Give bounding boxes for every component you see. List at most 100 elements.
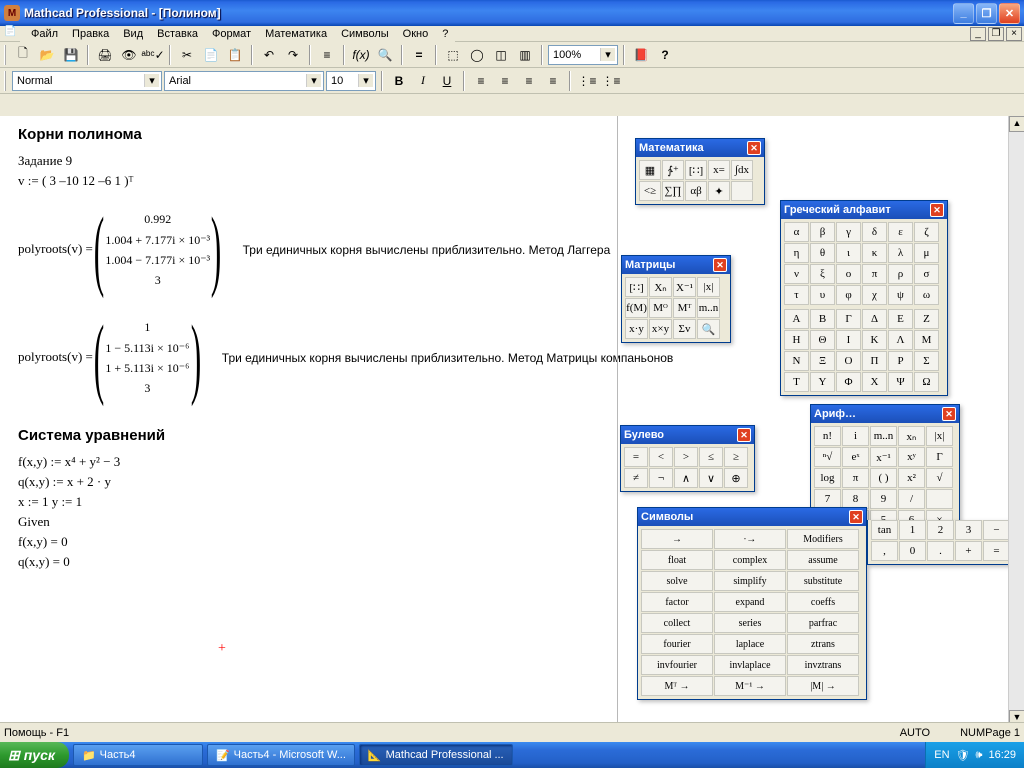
palette-button[interactable]: Θ <box>810 330 835 350</box>
cut-icon[interactable]: ✂ <box>176 44 198 66</box>
palette-button[interactable]: ∧ <box>674 468 698 488</box>
open-icon[interactable]: 📂 <box>36 44 58 66</box>
palette-button[interactable]: 1 <box>899 520 926 540</box>
palette-button[interactable]: 🔍 <box>697 319 720 339</box>
palette-button[interactable]: τ <box>784 285 809 305</box>
window-minimize-button[interactable]: _ <box>953 3 974 24</box>
palette-button[interactable]: Mᵀ → <box>641 676 713 696</box>
palette-button[interactable]: eˣ <box>842 447 869 467</box>
palette-button[interactable]: |M| → <box>787 676 859 696</box>
chevron-down-icon[interactable]: ▾ <box>600 48 615 61</box>
palette-button[interactable]: ρ <box>888 264 913 284</box>
palette-button[interactable]: series <box>714 613 786 633</box>
palette-button[interactable]: → <box>641 529 713 549</box>
resource-icon[interactable]: 📕 <box>630 44 652 66</box>
palette-button[interactable]: Π <box>862 351 887 371</box>
window-close-button[interactable]: ✕ <box>999 3 1020 24</box>
menu-format[interactable]: Формат <box>205 26 258 42</box>
palette-button[interactable]: x·y <box>625 319 648 339</box>
palette-button[interactable]: ω <box>914 285 939 305</box>
palette-button[interactable]: [∷] <box>685 160 707 180</box>
symbolic-palette[interactable]: Символы ✕ →∙→Modifiersfloatcomplexassume… <box>637 507 867 700</box>
palette-button[interactable]: i <box>842 426 869 446</box>
arithmetic-palette-tail[interactable]: tan123−,0.+= <box>867 520 1017 565</box>
calc-icon[interactable]: = <box>408 44 430 66</box>
menu-symbols[interactable]: Символы <box>334 26 396 42</box>
taskbar-item-folder[interactable]: 📁 Часть4 <box>73 744 203 766</box>
palette-button[interactable]: collect <box>641 613 713 633</box>
palette-button[interactable]: φ <box>836 285 861 305</box>
menu-edit[interactable]: Правка <box>65 26 116 42</box>
fx-icon[interactable]: f(x) <box>350 44 372 66</box>
palette-button[interactable]: parfrac <box>787 613 859 633</box>
palette-button[interactable]: simplify <box>714 571 786 591</box>
palette-button[interactable]: αβ <box>685 181 707 201</box>
align-center-icon[interactable]: ≡ <box>494 70 516 92</box>
palette-button[interactable]: laplace <box>714 634 786 654</box>
palette-button[interactable]: tan <box>871 520 898 540</box>
palette-button[interactable]: n! <box>814 426 841 446</box>
palette-button[interactable]: α <box>784 222 809 242</box>
palette-button[interactable]: β <box>810 222 835 242</box>
palette-button[interactable]: ≤ <box>699 447 723 467</box>
palette-button[interactable]: Ρ <box>888 351 913 371</box>
palette-button[interactable]: x= <box>708 160 730 180</box>
palette-button[interactable]: ∙→ <box>714 529 786 549</box>
menu-insert[interactable]: Вставка <box>150 26 205 42</box>
preview-icon[interactable]: 👁 <box>118 44 140 66</box>
palette-button[interactable]: Β <box>810 309 835 329</box>
palette-button[interactable]: √ <box>926 468 953 488</box>
palette-button[interactable]: ¬ <box>649 468 673 488</box>
taskbar-item-mathcad[interactable]: 📐 Mathcad Professional ... <box>359 744 513 766</box>
palette-button[interactable]: Ε <box>888 309 913 329</box>
help-icon[interactable]: ? <box>654 44 676 66</box>
palette-button[interactable]: Σv <box>673 319 696 339</box>
close-icon[interactable]: ✕ <box>930 203 944 217</box>
palette-button[interactable]: Υ <box>810 372 835 392</box>
clock[interactable]: 16:29 <box>988 749 1016 761</box>
palette-button[interactable]: = <box>983 541 1010 561</box>
palette-button[interactable]: − <box>983 520 1010 540</box>
palette-button[interactable]: ο <box>836 264 861 284</box>
palette-button[interactable]: invfourier <box>641 655 713 675</box>
palette-button[interactable]: ∱⁺ <box>662 160 684 180</box>
palette-button[interactable]: 3 <box>955 520 982 540</box>
menu-view[interactable]: Вид <box>116 26 150 42</box>
underline-button[interactable]: U <box>436 70 458 92</box>
bullets-icon[interactable]: ⋮≡ <box>576 70 598 92</box>
palette-button[interactable]: ∑∏ <box>662 181 684 201</box>
palette-button[interactable]: ▦ <box>639 160 661 180</box>
numbering-icon[interactable]: ⋮≡ <box>600 70 622 92</box>
align-icon[interactable]: ≡ <box>316 44 338 66</box>
palette-button[interactable]: m..n <box>870 426 897 446</box>
palette-button[interactable]: δ <box>862 222 887 242</box>
paste-icon[interactable]: 📋 <box>224 44 246 66</box>
palette-button[interactable]: ζ <box>914 222 939 242</box>
mdi-close-button[interactable]: × <box>1006 27 1022 41</box>
palette-button[interactable]: υ <box>810 285 835 305</box>
menu-window[interactable]: Окно <box>396 26 436 42</box>
chevron-down-icon[interactable]: ▾ <box>306 74 321 87</box>
palette-button[interactable]: ν <box>784 264 809 284</box>
ins4-icon[interactable]: ▥ <box>514 44 536 66</box>
palette-button[interactable]: ε <box>888 222 913 242</box>
chevron-down-icon[interactable]: ▾ <box>144 74 159 87</box>
palette-button[interactable]: X⁻¹ <box>673 277 696 297</box>
palette-button[interactable]: ⁿ√ <box>814 447 841 467</box>
palette-button[interactable]: ( ) <box>870 468 897 488</box>
scroll-up-icon[interactable]: ▲ <box>1009 116 1024 132</box>
palette-button[interactable]: Mᵀ <box>673 298 696 318</box>
font-combo[interactable]: Arial ▾ <box>164 71 324 91</box>
size-combo[interactable]: 10 ▾ <box>326 71 376 91</box>
close-icon[interactable]: ✕ <box>737 428 751 442</box>
undo-icon[interactable]: ↶ <box>258 44 280 66</box>
palette-button[interactable]: 7 <box>814 489 841 509</box>
lang-indicator[interactable]: EN <box>934 749 949 761</box>
palette-button[interactable]: Ψ <box>888 372 913 392</box>
start-button[interactable]: ⊞ пуск <box>0 742 69 768</box>
close-icon[interactable]: ✕ <box>942 407 956 421</box>
palette-button[interactable]: Mᴼ <box>649 298 672 318</box>
tray-icon[interactable]: 🛡 <box>956 749 970 762</box>
palette-button[interactable]: . <box>927 541 954 561</box>
palette-button[interactable]: Xₙ <box>649 277 672 297</box>
